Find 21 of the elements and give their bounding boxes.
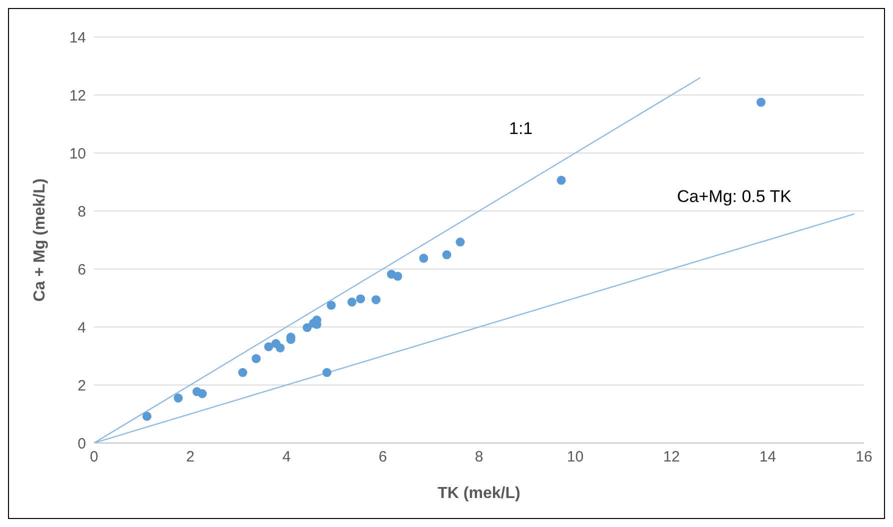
x-tick-label: 10 — [566, 448, 584, 466]
x-tick-label: 4 — [282, 448, 291, 466]
y-tick-label: 10 — [69, 145, 86, 162]
x-tick-label: 14 — [759, 448, 776, 466]
x-axis-title: TK (mek/L) — [438, 485, 520, 502]
annotation: Ca+Mg: 0.5 TK — [677, 187, 792, 207]
y-tick-label: 6 — [78, 261, 86, 278]
x-tick-label: 8 — [474, 448, 484, 466]
y-tick-label: 2 — [78, 377, 86, 394]
y-tick-label: 4 — [78, 319, 86, 336]
y-tick-label: 0 — [78, 435, 86, 452]
x-tick-label: 12 — [663, 448, 680, 466]
x-tick-label: 2 — [186, 448, 194, 466]
y-tick-label: 12 — [69, 87, 86, 104]
x-tick-label: 16 — [856, 448, 872, 466]
annotation: 1:1 — [509, 119, 533, 139]
y-tick-label: 8 — [78, 203, 86, 220]
x-tick-label: 6 — [378, 448, 387, 466]
y-axis-title: Ca + Mg (mek/L) — [32, 178, 49, 302]
y-tick-label: 14 — [69, 29, 86, 46]
x-tick-label: 0 — [90, 448, 98, 466]
